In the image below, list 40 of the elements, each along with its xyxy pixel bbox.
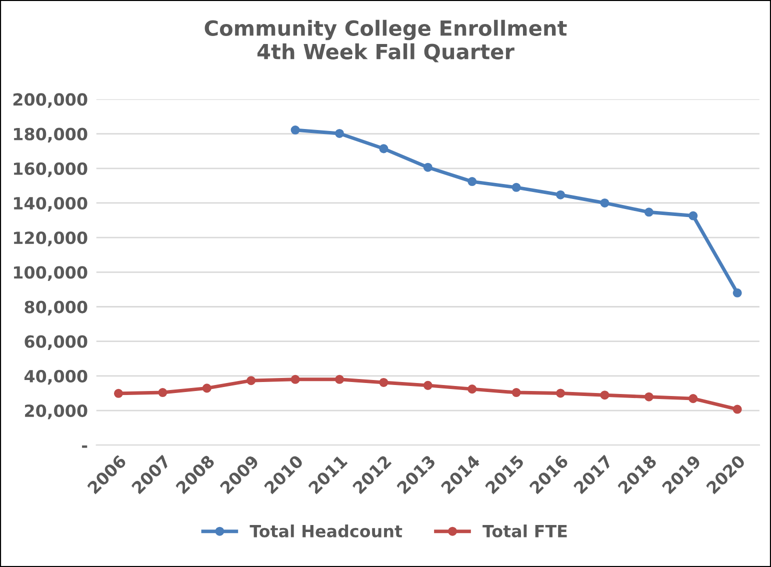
point: [512, 182, 521, 192]
point: [468, 384, 477, 394]
point: [379, 144, 388, 154]
point: [290, 125, 300, 135]
point: [334, 374, 344, 384]
point: [688, 394, 698, 404]
point: [423, 162, 432, 172]
point: [644, 392, 654, 402]
point: [334, 128, 344, 138]
legend-label: Total FTE: [482, 524, 567, 538]
point: [379, 378, 388, 388]
y-tick-label: -: [82, 445, 88, 448]
point: [688, 211, 698, 220]
point: [423, 380, 432, 390]
y-tick-label: 140,000: [14, 196, 88, 212]
y-tick-label: 100,000: [14, 266, 88, 281]
legend-label: Total Headcount: [250, 524, 402, 538]
point: [290, 374, 300, 384]
y-tick-label: 80,000: [24, 300, 88, 316]
point: [246, 376, 256, 386]
point: [644, 208, 654, 217]
point: [556, 388, 566, 398]
y-tick-label: 120,000: [14, 232, 88, 246]
y-tick-label: 180,000: [14, 128, 88, 143]
y-tick-label: 20,000: [25, 404, 88, 420]
point: [732, 404, 742, 414]
point: [732, 288, 742, 298]
point: [556, 190, 566, 200]
y-tick-label: 40,000: [24, 370, 88, 385]
point: [512, 388, 521, 398]
y-tick-label: 160,000: [14, 162, 88, 178]
point: [114, 388, 123, 398]
y-tick-label: 60,000: [24, 335, 88, 350]
point: [468, 177, 477, 186]
point: [600, 390, 610, 400]
point: [158, 388, 168, 398]
point: [600, 198, 610, 208]
y-tick-label: 200,000: [13, 93, 88, 108]
chart-title: Community College Enrollment 4th Week Fall Quarter: [204, 20, 567, 62]
point: [202, 384, 212, 393]
